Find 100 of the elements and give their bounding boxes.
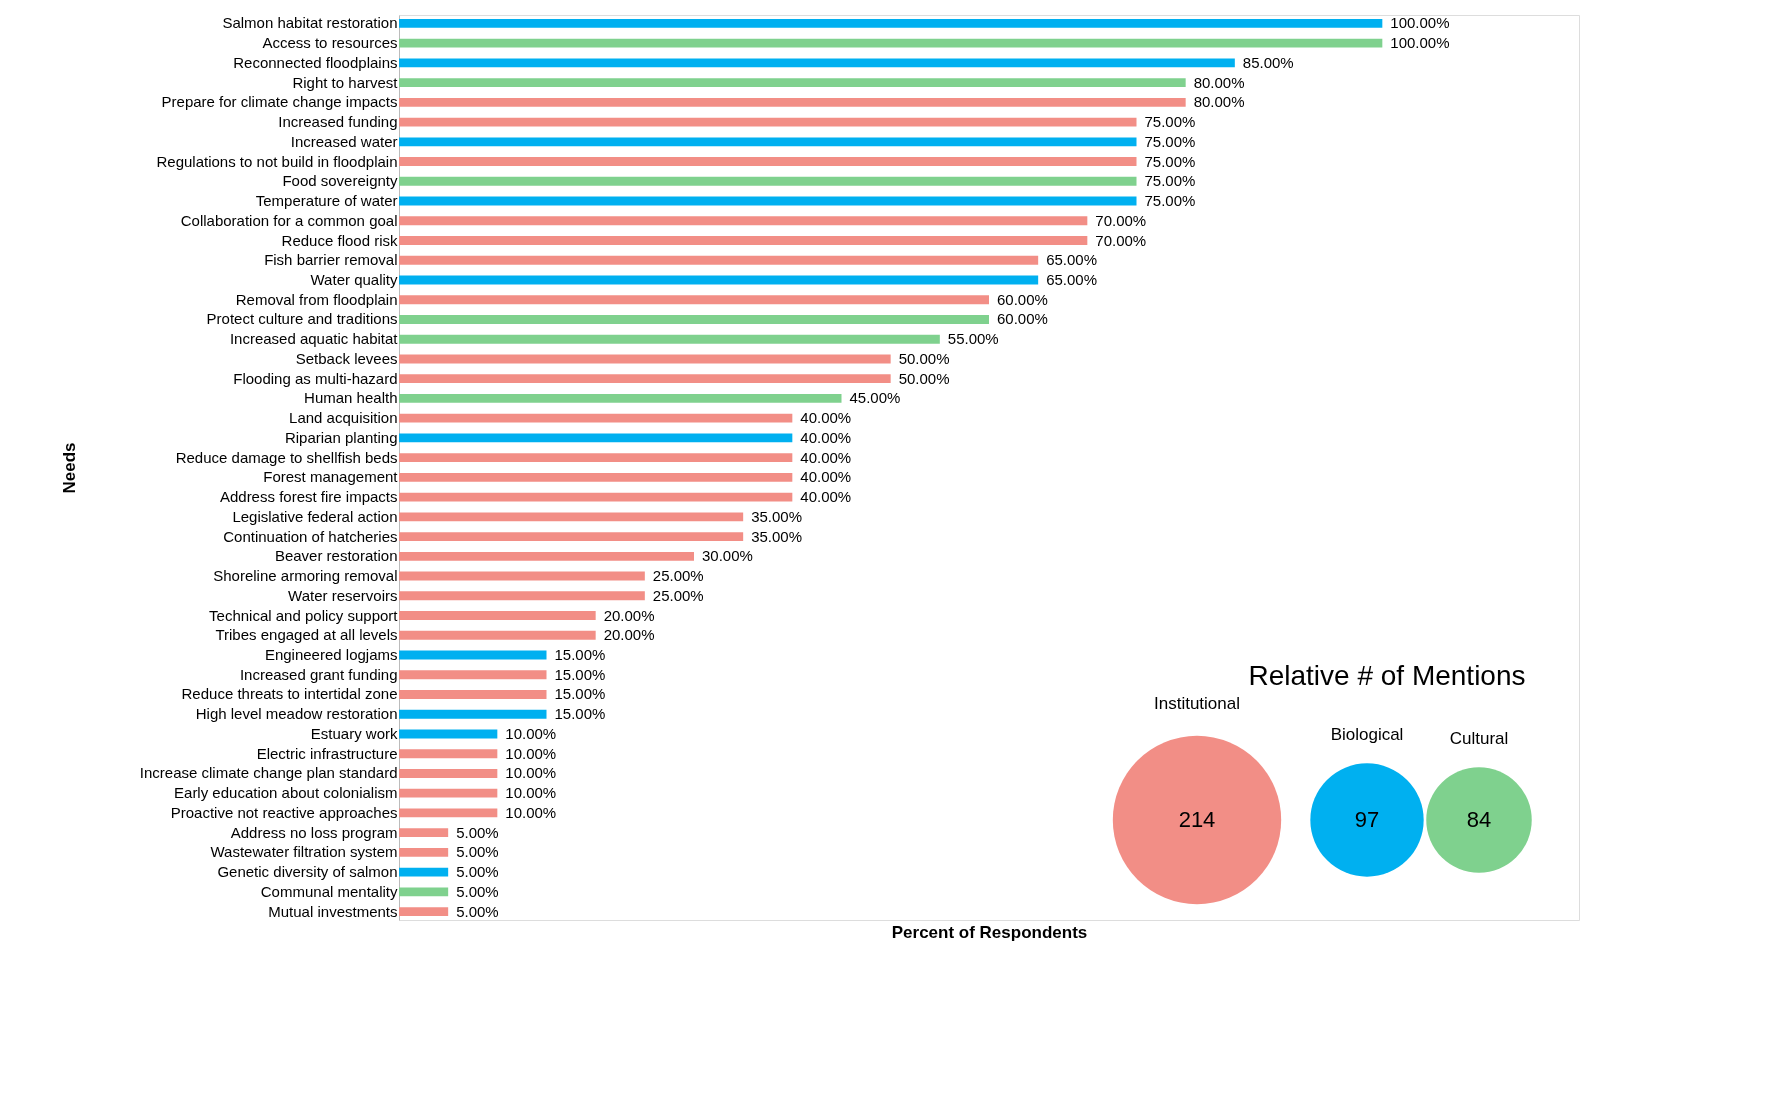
y-tick-label: Right to harvest	[292, 73, 399, 91]
bar	[399, 374, 891, 384]
bar	[399, 38, 1383, 48]
y-tick-label: Increased funding	[278, 113, 398, 131]
bar	[399, 571, 645, 581]
bar	[399, 393, 842, 403]
y-tick-label: Water quality	[310, 270, 398, 288]
y-tick-label: Technical and policy support	[209, 606, 399, 624]
data-label: 97	[1354, 807, 1380, 832]
y-tick-label: Reduce threats to intertidal zone	[181, 685, 398, 703]
text: Relative # of Mentions	[1248, 660, 1526, 691]
bar	[399, 433, 793, 443]
bar	[399, 275, 1039, 285]
y-tick-label: Address no loss program	[230, 823, 398, 841]
y-tick-label: Reconnected floodplains	[233, 53, 398, 71]
y-tick-label: Address forest fire impacts	[219, 488, 398, 506]
y-tick-label: Communal mentality	[260, 882, 398, 900]
bar	[399, 690, 547, 699]
y-tick-label: Salmon habitat restoration	[222, 14, 398, 32]
data-label: 20.00%	[603, 606, 655, 624]
data-label: 70.00%	[1095, 211, 1147, 229]
y-tick-label: Increased water	[290, 132, 398, 150]
bar	[399, 97, 1186, 107]
data-label: 60.00%	[997, 290, 1048, 308]
y-tick-label: Mutual investments	[268, 902, 398, 920]
data-label: 84	[1466, 807, 1492, 832]
y-tick-label: Collaboration for a common goal	[180, 211, 398, 229]
data-label: 15.00%	[554, 705, 606, 723]
bar	[399, 709, 547, 719]
y-tick-label: Tribes engaged at all levels	[215, 626, 398, 644]
bar	[399, 630, 596, 640]
y-tick-label: Reduce flood risk	[281, 231, 398, 249]
data-label: 75.00%	[1144, 113, 1196, 131]
y-tick-label: Continuation of hatcheries	[223, 527, 398, 545]
y-tick-label: Engineered logjams	[264, 646, 398, 664]
data-label: 5.00%	[456, 863, 499, 881]
bar	[399, 591, 645, 601]
y-tick-label: Access to resources	[262, 34, 398, 52]
category-label: Institutional	[1154, 694, 1240, 713]
bar	[399, 808, 498, 818]
data-label: 75.00%	[1144, 132, 1196, 150]
bar	[399, 117, 1137, 127]
data-label: 10.00%	[505, 803, 557, 821]
data-label: 80.00%	[1193, 73, 1245, 91]
y-tick-label: Genetic diversity of salmon	[217, 863, 398, 881]
data-label: 15.00%	[554, 665, 606, 683]
y-tick-label: Increase climate change plan standard	[139, 764, 398, 782]
data-label: 50.00%	[898, 369, 950, 387]
data-label: 35.00%	[751, 507, 803, 525]
bar	[399, 58, 1235, 68]
data-label: 60.00%	[997, 310, 1048, 328]
bar	[399, 255, 1039, 265]
data-label: 70.00%	[1095, 231, 1147, 249]
y-tick-label: Shoreline armoring removal	[213, 567, 398, 585]
data-label: 55.00%	[947, 330, 999, 348]
y-tick-label: Reduce damage to shellfish beds	[175, 448, 398, 466]
data-label: 45.00%	[849, 389, 901, 407]
y-tick-label: Increased aquatic habitat	[229, 330, 399, 348]
bar	[399, 729, 498, 739]
x-axis-title: Percent of Respondents	[891, 922, 1088, 942]
bar	[399, 532, 744, 542]
data-label: 5.00%	[456, 823, 499, 841]
bar	[399, 788, 498, 798]
bar	[399, 334, 940, 344]
y-tick-label: Human health	[304, 389, 398, 407]
y-tick-label: Temperature of water	[255, 192, 398, 210]
bar	[399, 492, 793, 502]
bar	[399, 137, 1137, 147]
category-label: Biological	[1330, 725, 1404, 745]
y-tick-label: Removal from floodplain	[235, 290, 398, 308]
bar	[399, 472, 793, 482]
y-tick-label: Water reservoirs	[288, 586, 398, 604]
bar	[399, 749, 498, 759]
category-label: Cultural	[1449, 729, 1509, 749]
y-axis-title: Needs	[59, 442, 79, 494]
y-tick-label: Fish barrier removal	[264, 251, 398, 269]
bar	[399, 295, 989, 305]
y-tick-label: Forest management	[263, 468, 399, 486]
data-label: 75.00%	[1144, 152, 1196, 170]
data-label: 75.00%	[1144, 172, 1196, 190]
data-label: 40.00%	[800, 448, 852, 466]
data-label: 5.00%	[456, 902, 499, 920]
bar	[399, 216, 1088, 226]
data-label: 80.00%	[1193, 93, 1245, 111]
bar	[399, 611, 596, 620]
data-label: 35.00%	[751, 527, 803, 545]
data-label: 40.00%	[800, 409, 852, 427]
data-label: 75.00%	[1144, 192, 1196, 210]
data-label: 40.00%	[800, 428, 852, 446]
y-tick-label: Proactive not reactive approaches	[170, 803, 398, 821]
y-tick-label: Prepare for climate change impacts	[161, 93, 398, 111]
y-tick-label: Legislative federal action	[232, 507, 398, 525]
bar	[399, 650, 547, 660]
data-label: 40.00%	[800, 488, 852, 506]
y-tick-label: Land acquisition	[289, 409, 398, 427]
data-label: 20.00%	[603, 626, 655, 644]
y-tick-label: Food sovereignty	[282, 172, 398, 190]
bar	[399, 907, 449, 917]
data-label: 65.00%	[1046, 270, 1098, 288]
y-tick-label: Wastewater filtration system	[210, 843, 398, 861]
